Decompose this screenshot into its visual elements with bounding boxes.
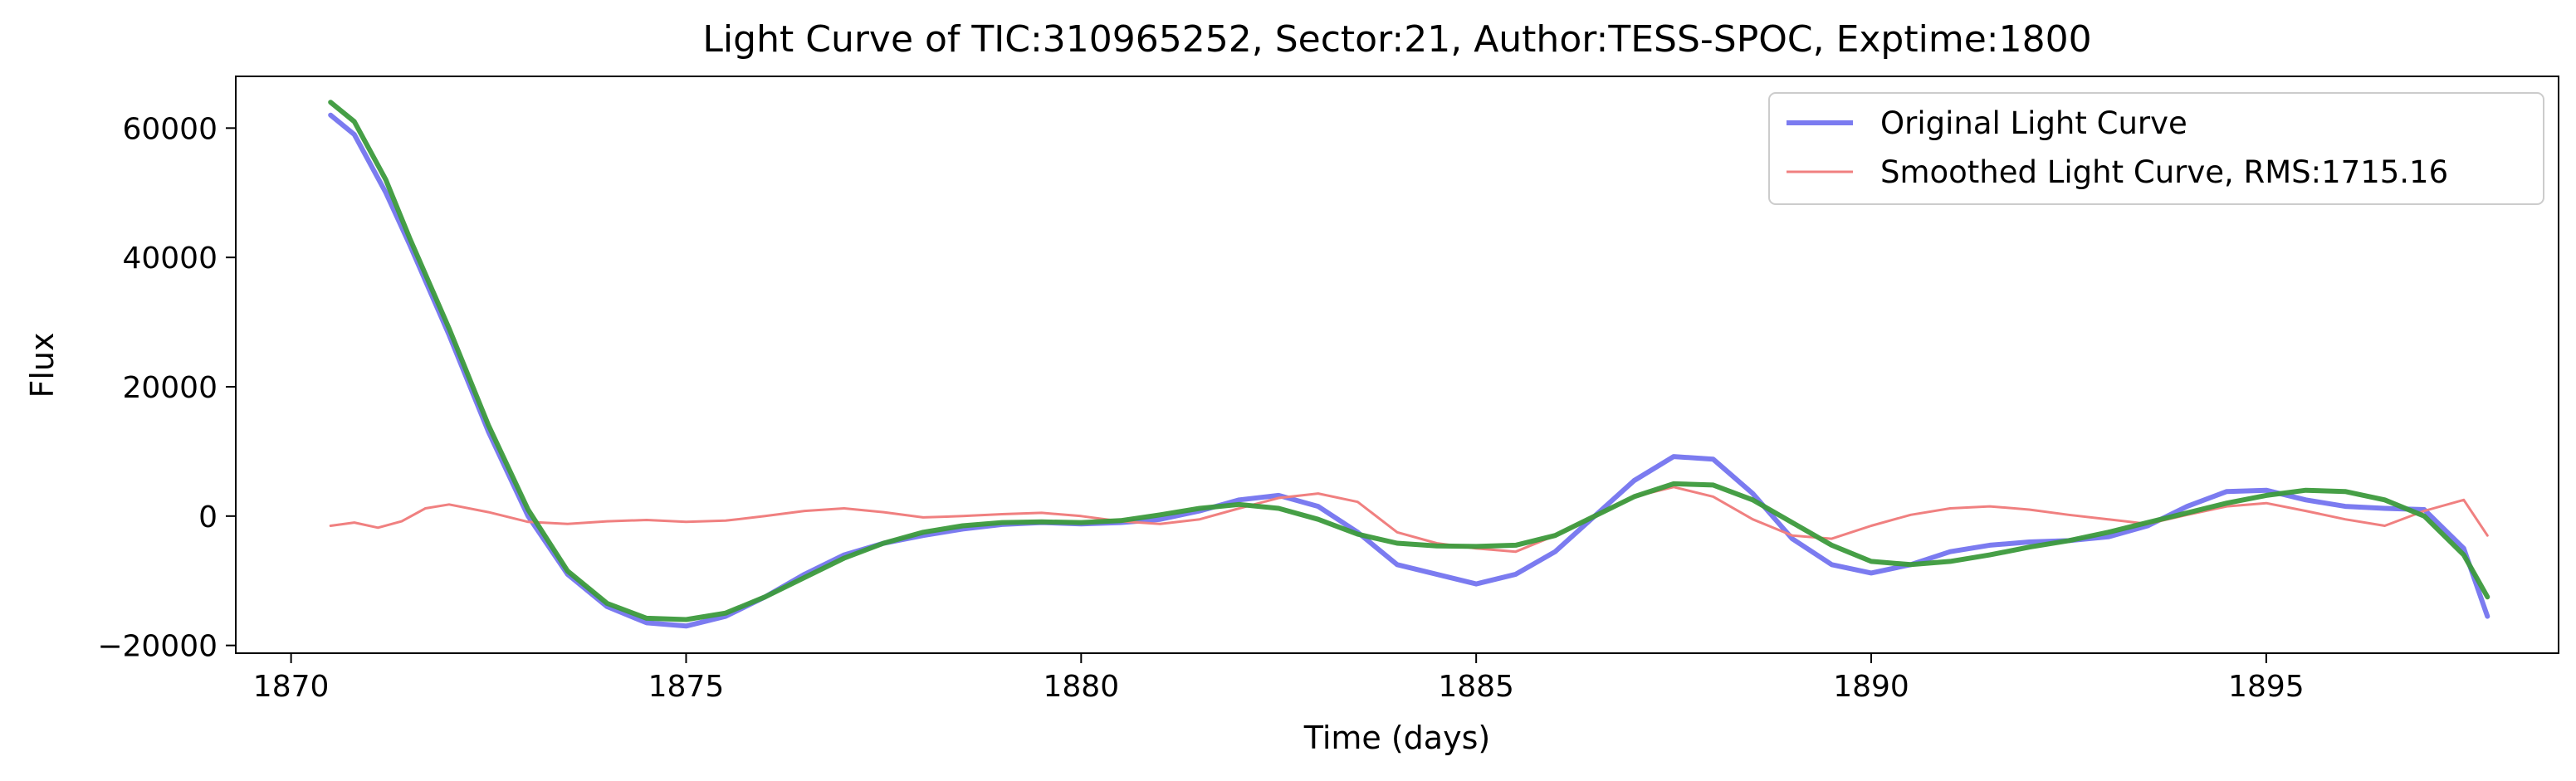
x-tick-label: 1870 xyxy=(253,670,330,704)
plot-lines xyxy=(328,100,2490,629)
legend-box xyxy=(1768,92,2544,205)
x-tick-label: 1895 xyxy=(2228,670,2305,704)
x-tick-label: 1875 xyxy=(648,670,725,704)
legend-label-smoothed: Smoothed Light Curve, RMS:1715.16 xyxy=(1880,154,2448,190)
y-axis-ticks: −20000 0 20000 40000 60000 xyxy=(97,112,236,664)
series-line-fit xyxy=(328,100,2490,622)
y-tick-label: 60000 xyxy=(122,112,218,146)
series-line-original xyxy=(328,112,2490,629)
y-tick-label: 40000 xyxy=(122,242,218,276)
x-tick-label: 1880 xyxy=(1044,670,1120,704)
y-tick-label: 0 xyxy=(198,500,218,534)
chart-title: Light Curve of TIC:310965252, Sector:21,… xyxy=(702,18,2091,61)
y-tick-label: −20000 xyxy=(97,630,218,664)
y-axis-label: Flux xyxy=(24,333,61,398)
series-line-smoothed xyxy=(329,486,2489,554)
legend-label-original: Original Light Curve xyxy=(1880,105,2187,141)
y-tick-label: 20000 xyxy=(122,371,218,405)
x-axis-label: Time (days) xyxy=(1303,720,1490,756)
x-axis-ticks: 1870 1875 1880 1885 1890 1895 xyxy=(253,653,2305,704)
x-tick-label: 1890 xyxy=(1833,670,1909,704)
plot-frame xyxy=(235,76,2559,654)
x-tick-label: 1885 xyxy=(1438,670,1514,704)
legend: Original Light Curve Smoothed Light Curv… xyxy=(1768,92,2544,205)
